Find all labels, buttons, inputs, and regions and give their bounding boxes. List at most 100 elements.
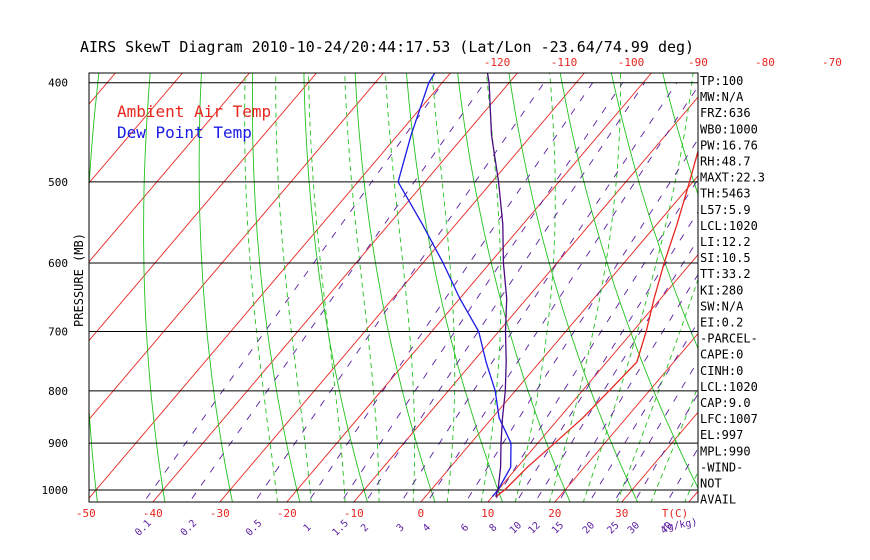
chart-title: AIRS SkewT Diagram 2010-10-24/20:44:17.5… [80, 38, 694, 56]
sounding-index: -WIND- [700, 460, 743, 474]
dry-adiabat [508, 73, 639, 502]
legend-dewpoint-label: Dew Point Temp [117, 123, 252, 142]
sounding-index: LCL:1020 [700, 380, 758, 394]
mixing-ratio-label: 6 [459, 522, 471, 534]
moist-adiabat [616, 277, 698, 502]
y-tick-label: 1000 [42, 484, 69, 497]
dry-adiabat [559, 73, 698, 489]
y-tick-label: 800 [48, 385, 68, 398]
mixing-ratio-label: 20 [581, 520, 597, 536]
sounding-index: L57:5.9 [700, 203, 751, 217]
dry-adiabat [457, 73, 571, 502]
x-top-tick-labels: -120-110-100-90-80-70-60-50-40 [484, 56, 842, 69]
sounding-index: WB0:1000 [700, 122, 758, 136]
sounding-index: MAXT:22.3 [700, 171, 765, 185]
series-line-0 [495, 148, 698, 498]
isotherm-line [353, 96, 698, 502]
dry-adiabat [801, 0, 870, 512]
dry-adiabat [610, 73, 698, 350]
isotherm-line [89, 73, 250, 263]
sounding-index: CAP:9.0 [700, 396, 751, 410]
sounding-index: LI:12.2 [700, 235, 751, 249]
mixing-ratio-line [365, 82, 646, 502]
mixing-ratio-line [588, 321, 698, 502]
y-tick-label: 600 [48, 257, 68, 270]
mixing-ratio-line [307, 82, 594, 502]
mixing-ratio-line [143, 82, 444, 502]
sounding-index: PW:16.76 [700, 138, 758, 152]
mixing-ratio-label: 3 [395, 522, 407, 534]
isotherm-line [89, 73, 183, 184]
dry-adiabat [766, 0, 870, 512]
sounding-index: LCL:1020 [700, 219, 758, 233]
isotherm-line [554, 332, 698, 502]
moist-adiabat [582, 73, 694, 502]
mixing-ratio-label: 25 [605, 520, 621, 536]
dry-adiabat [354, 73, 436, 502]
isotherm-line [286, 73, 652, 502]
isotherm-line [621, 411, 698, 502]
x-bottom-tick-label: -40 [143, 507, 163, 520]
mixing-ratio-label: 0.1 [133, 518, 154, 539]
isotherm-line [152, 73, 518, 502]
x-bottom-tick-labels: -50 -40 -30 -20 -10 0 10 20 30 T(C) [76, 507, 688, 520]
sounding-indices: TP:100 MW:N/A FRZ:636 WB0:1000 PW:16.76 RH:48… [700, 74, 765, 507]
moist-adiabat [308, 73, 346, 502]
mixing-ratio-line [493, 178, 698, 502]
x-top-tick-label: -70 [822, 56, 842, 69]
moist-adiabat [275, 73, 312, 502]
mixing-ratio-label: 1 [302, 522, 314, 534]
moist-adiabat [344, 73, 380, 502]
y-tick-label: 500 [48, 176, 68, 189]
y-tick-label: 400 [48, 77, 68, 90]
isotherm-line [89, 73, 317, 342]
sounding-index: FRZ:636 [700, 106, 751, 120]
x-bottom-tick-label: -10 [344, 507, 364, 520]
sounding-index: -PARCEL- [700, 332, 758, 346]
isotherm-line [420, 175, 698, 502]
sounding-index: CAPE:0 [700, 348, 743, 362]
mixing-ratio-label: 1.5 [330, 518, 351, 539]
sounding-index: TH:5463 [700, 187, 751, 201]
sounding-index: SI:10.5 [700, 251, 751, 265]
mixing-ratio-label: 2 [359, 522, 371, 534]
sounding-series [397, 73, 698, 498]
mixing-ratio-label: 0.5 [244, 518, 265, 539]
mixing-ratio-label: 30 [626, 520, 642, 536]
sounding-index: SW:N/A [700, 299, 744, 313]
isotherm-line [89, 73, 384, 421]
sounding-index: KI:280 [700, 283, 743, 297]
dry-adiabat [405, 73, 503, 502]
mixing-ratio-label: 4 [421, 522, 433, 534]
sounding-index: AVAIL [700, 493, 736, 507]
sounding-index: NOT [700, 477, 722, 491]
mixing-ratio-line [400, 82, 678, 502]
y-tick-label: 700 [48, 325, 68, 338]
mixing-ratio-line [426, 85, 698, 502]
isotherm-line [0, 73, 48, 502]
x-top-tick-label: -120 [484, 56, 511, 69]
y-tick-label: 900 [48, 437, 68, 450]
x-bottom-tick-label: -30 [210, 507, 230, 520]
mixing-ratio-line [340, 82, 624, 502]
moist-adiabat [650, 385, 698, 502]
mixing-ratio-line [515, 211, 698, 502]
y-tick-labels: 1002003004005006007008009001000 [42, 77, 69, 497]
mixing-ratio-label: 10 [508, 520, 524, 536]
moist-adiabat [480, 73, 502, 502]
sounding-index: TT:33.2 [700, 267, 751, 281]
sounding-index: TP:100 [700, 74, 743, 88]
mixing-ratio-label: 15 [550, 520, 566, 536]
dry-adiabat [251, 73, 301, 502]
series-line-1 [397, 73, 512, 498]
plot-frame [88, 72, 699, 503]
mixing-ratio-label: 0.2 [179, 518, 200, 539]
background-grid [0, 0, 870, 512]
sounding-index: MW:N/A [700, 90, 744, 104]
moist-adiabat [431, 73, 456, 502]
x-top-tick-label: -80 [755, 56, 775, 69]
x-bottom-unit-label: T(C) [662, 507, 689, 520]
y-axis-label: PRESSURE (MB) [72, 233, 86, 327]
isobar-lines [89, 82, 698, 491]
